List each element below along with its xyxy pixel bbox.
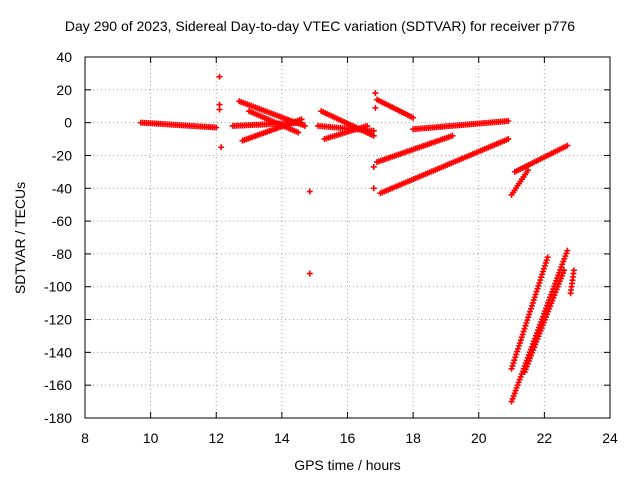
data-point-arc-o [529, 299, 536, 306]
data-point-isolated [370, 163, 377, 170]
y-tick-label: 40 [56, 49, 72, 65]
data-point-arc-n [524, 167, 531, 174]
grid-lines [85, 57, 610, 418]
data-point-isolated [216, 106, 223, 113]
y-tick-label: -80 [52, 246, 72, 262]
data-point-arc-o [515, 342, 522, 349]
data-point-arc-g [370, 132, 377, 139]
data-point-arc-o [533, 288, 540, 295]
data-point-arc-o [536, 279, 543, 286]
data-point-arc-o [540, 268, 547, 275]
chart-title: Day 290 of 2023, Sidereal Day-to-day VTE… [64, 18, 576, 34]
data-point-arc-o [537, 277, 544, 284]
y-tick-label: -40 [52, 180, 72, 196]
data-point-arc-o [514, 348, 521, 355]
data-point-arc-e [295, 129, 302, 136]
x-tick-label: 20 [471, 430, 487, 446]
data-point-isolated [372, 104, 379, 111]
y-tick-label: -60 [52, 213, 72, 229]
data-point-arc-l [505, 136, 512, 143]
y-tick-label: 20 [56, 82, 72, 98]
data-point-arc-a [213, 124, 220, 131]
data-point-arc-o [541, 262, 548, 269]
data-point-arc-o [525, 314, 532, 321]
data-point-arc-o [518, 334, 525, 341]
data-point-isolated [370, 185, 377, 192]
data-point-arc-j [505, 117, 512, 124]
data-point-isolated [372, 90, 379, 97]
data-point-arc-o [532, 291, 539, 298]
data-point-arc-o [543, 257, 550, 264]
x-tick-label: 8 [81, 430, 89, 446]
data-point-arc-q [561, 267, 568, 274]
data-point-arc-o [509, 362, 516, 369]
data-point-arc-o [526, 311, 533, 318]
data-point-isolated [306, 270, 313, 277]
data-point-arc-o [513, 351, 520, 358]
y-tick-label: -160 [44, 377, 72, 393]
data-point-arc-o [531, 294, 538, 301]
data-point-arc-o [508, 365, 515, 372]
data-point-arc-o [540, 265, 547, 272]
data-point-arc-o [527, 305, 534, 312]
y-tick-label: -140 [44, 344, 72, 360]
data-point-arc-d [298, 116, 305, 123]
y-tick-label: -120 [44, 312, 72, 328]
y-tick-label: -100 [44, 279, 72, 295]
data-point-isolated [218, 144, 225, 151]
data-point-arc-r [570, 267, 577, 274]
data-point-arc-o [527, 308, 534, 315]
data-series [137, 73, 577, 405]
x-tick-label: 24 [602, 430, 618, 446]
y-tick-label: 0 [64, 115, 72, 131]
data-point-arc-o [520, 328, 527, 335]
data-point-arc-o [519, 331, 526, 338]
y-axis-label: SDTVAR / TECUs [12, 181, 28, 295]
data-point-arc-o [524, 317, 531, 324]
data-point-arc-o [542, 259, 549, 266]
data-point-arc-o [539, 271, 546, 278]
axis-ticks: 8 10 12 14 16 18 20 22 24 40 20 0 -20 -40 -60 -80 -100 -1… [44, 49, 618, 446]
data-point-arc-o [511, 357, 518, 364]
data-point-arc-h [364, 122, 371, 129]
x-tick-label: 18 [405, 430, 421, 446]
data-point-arc-o [534, 285, 541, 292]
x-tick-label: 10 [143, 430, 159, 446]
y-tick-label: -180 [44, 410, 72, 426]
x-axis-label: GPS time / hours [294, 457, 401, 473]
x-tick-label: 14 [274, 430, 290, 446]
data-point-arc-o [544, 254, 551, 261]
data-point-arc-o [530, 297, 537, 304]
x-tick-label: 12 [208, 430, 224, 446]
data-point-arc-o [515, 345, 522, 352]
data-point-arc-o [517, 337, 524, 344]
data-point-arc-o [522, 322, 529, 329]
data-point-isolated [306, 188, 313, 195]
data-point-arc-o [510, 360, 517, 367]
data-point-arc-o [535, 282, 542, 289]
data-point-arc-o [523, 319, 530, 326]
y-tick-label: -20 [52, 147, 72, 163]
data-point-arc-o [538, 274, 545, 281]
data-point-arc-o [528, 302, 535, 309]
data-point-arc-c [301, 122, 308, 129]
x-tick-label: 22 [537, 430, 553, 446]
data-point-arc-p [564, 247, 571, 254]
data-point-isolated [216, 73, 223, 80]
data-point-arc-m [564, 142, 571, 149]
data-point-arc-o [521, 325, 528, 332]
x-tick-label: 16 [340, 430, 356, 446]
data-point-arc-o [516, 340, 523, 347]
data-point-arc-i [410, 114, 417, 121]
data-point-arc-o [512, 354, 519, 361]
data-point-arc-k [449, 132, 456, 139]
